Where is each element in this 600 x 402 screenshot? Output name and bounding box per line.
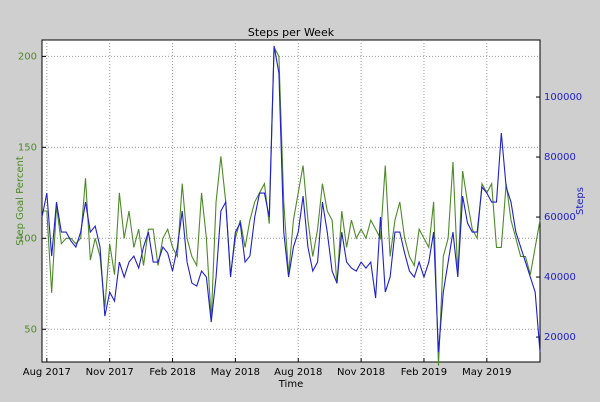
x-tick-label: Nov 2017 — [86, 367, 134, 378]
y-tick-label: 200 — [18, 51, 37, 62]
chart-title: Steps per Week — [248, 26, 335, 39]
x-tick-label: Aug 2018 — [274, 367, 322, 378]
x-tick-label: Feb 2018 — [149, 367, 195, 378]
y-tick-label: 100 — [18, 233, 37, 244]
y2-tick-label: 80000 — [544, 152, 576, 163]
x-tick-label: Nov 2018 — [337, 367, 385, 378]
x-tick-label: Feb 2019 — [401, 367, 447, 378]
x-tick-label: May 2018 — [211, 367, 260, 378]
x-tick-label: May 2019 — [462, 367, 511, 378]
y2-tick-label: 40000 — [544, 272, 576, 283]
y2-tick-label: 20000 — [544, 332, 576, 343]
y2-axis-label: Steps — [575, 187, 586, 215]
y-tick-label: 150 — [18, 142, 37, 153]
x-axis-label: Time — [278, 379, 303, 390]
y2-tick-label: 60000 — [544, 212, 576, 223]
data-line — [41, 45, 541, 353]
y-axis-label: Step Goal Percent — [15, 156, 26, 246]
y-tick-label: 50 — [24, 324, 37, 335]
x-tick-label: Aug 2017 — [23, 367, 71, 378]
plot-area — [41, 39, 541, 363]
y2-tick-label: 100000 — [544, 92, 582, 103]
data-line — [42, 45, 541, 366]
